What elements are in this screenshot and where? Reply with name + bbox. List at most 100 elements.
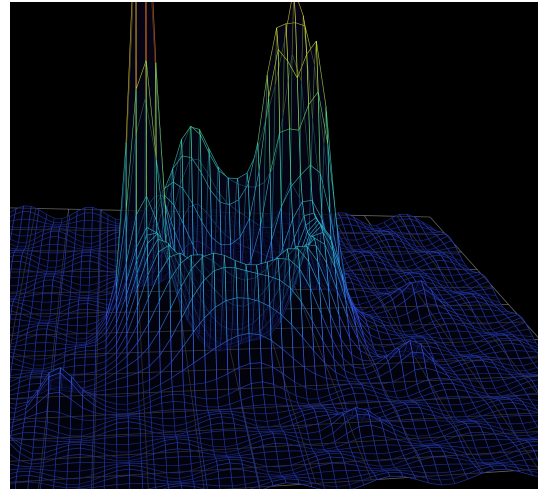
mesh-cell [404,238,416,247]
mesh-line [383,222,388,227]
mesh-line [468,273,473,278]
mesh-line [25,242,27,247]
mesh-cell [98,254,108,263]
mesh-line [37,209,40,216]
mesh-line [392,267,396,272]
mesh-line [462,261,467,267]
mesh-line [371,275,375,284]
mesh-cell [35,276,45,284]
mesh-line [431,243,436,249]
mesh-line [363,225,367,229]
mesh-cell [345,246,357,252]
mesh-cell [76,207,85,217]
mesh-line [458,254,464,262]
mesh-line [366,260,370,268]
mesh-cell [361,231,373,238]
mesh-line [366,242,371,247]
mesh-cell [391,234,403,243]
mesh-line [386,268,390,275]
mesh-cell [419,249,431,252]
mesh-cell [69,211,78,221]
mesh-line [342,242,346,247]
mesh-cell [11,227,21,236]
mesh-cell [443,240,456,249]
mesh-cell [90,250,100,255]
mesh-line [353,232,357,241]
mesh-cell [407,242,420,250]
mesh-cell [398,272,410,277]
mesh-line [60,222,62,226]
mesh-line [421,227,426,234]
mesh-cell [68,221,77,228]
mesh-line [32,243,35,248]
mesh-cell [53,276,63,283]
mesh-line [413,225,418,234]
mesh-cell [35,334,47,343]
mesh-cell [107,237,116,247]
mesh-cell [84,220,93,229]
mesh-line [465,270,470,274]
mesh-cell [442,275,455,283]
mesh-line [435,260,440,268]
mesh-cell [358,260,370,269]
mesh-line [19,227,21,237]
mesh-line [380,231,384,235]
mesh-cell [107,232,116,242]
mesh-cell [440,235,452,244]
mesh-cell [76,332,87,340]
mesh-cell [42,228,52,235]
mesh-line [16,246,18,250]
mesh-line [43,223,46,227]
mesh-cell [99,231,108,241]
mesh-cell [412,271,425,274]
mesh-line [459,274,464,281]
mesh-line [21,211,23,220]
mesh-line [405,225,410,234]
mesh-line [65,239,67,246]
mesh-cell [21,252,32,260]
mesh-line [442,275,447,283]
mesh-cell [337,231,349,241]
mesh-cell [381,246,393,255]
mesh-cell [17,242,27,247]
mesh-line [46,267,48,272]
mesh-cell [220,202,231,245]
mesh-line [45,214,48,220]
mesh-line [47,252,50,261]
mesh-cell [383,234,395,240]
mesh-cell [35,226,45,234]
mesh-line [430,268,434,275]
mesh-line [376,225,380,230]
mesh-line [378,255,382,260]
mesh-line [364,237,368,243]
mesh-line [386,258,390,265]
mesh-cell [360,267,372,276]
mesh-cell [369,231,381,235]
mesh-line [17,242,19,247]
mesh-cell [80,277,90,286]
mesh-cell [57,244,67,253]
mesh-line [38,258,41,264]
mesh-cell [67,227,77,234]
mesh-cell [424,244,436,251]
mesh-line [355,221,360,227]
mesh-line [52,222,54,225]
mesh-cell [367,238,379,247]
mesh-cell [398,267,410,271]
mesh-cell [16,246,26,250]
mesh-cell [377,267,390,276]
mesh-line [71,270,73,277]
mesh-cell [99,236,108,246]
mesh-cell [18,236,28,243]
mesh-line [357,263,361,270]
mesh-line [389,263,393,269]
mesh-line [49,236,51,245]
mesh-line [389,246,393,255]
mesh-line [372,234,376,239]
mesh-line [20,255,23,262]
mesh-cell [460,273,473,281]
mesh-cell [354,274,366,281]
mesh-line [69,296,71,300]
floor-grid-line [429,216,538,338]
mesh-cell [53,274,63,279]
